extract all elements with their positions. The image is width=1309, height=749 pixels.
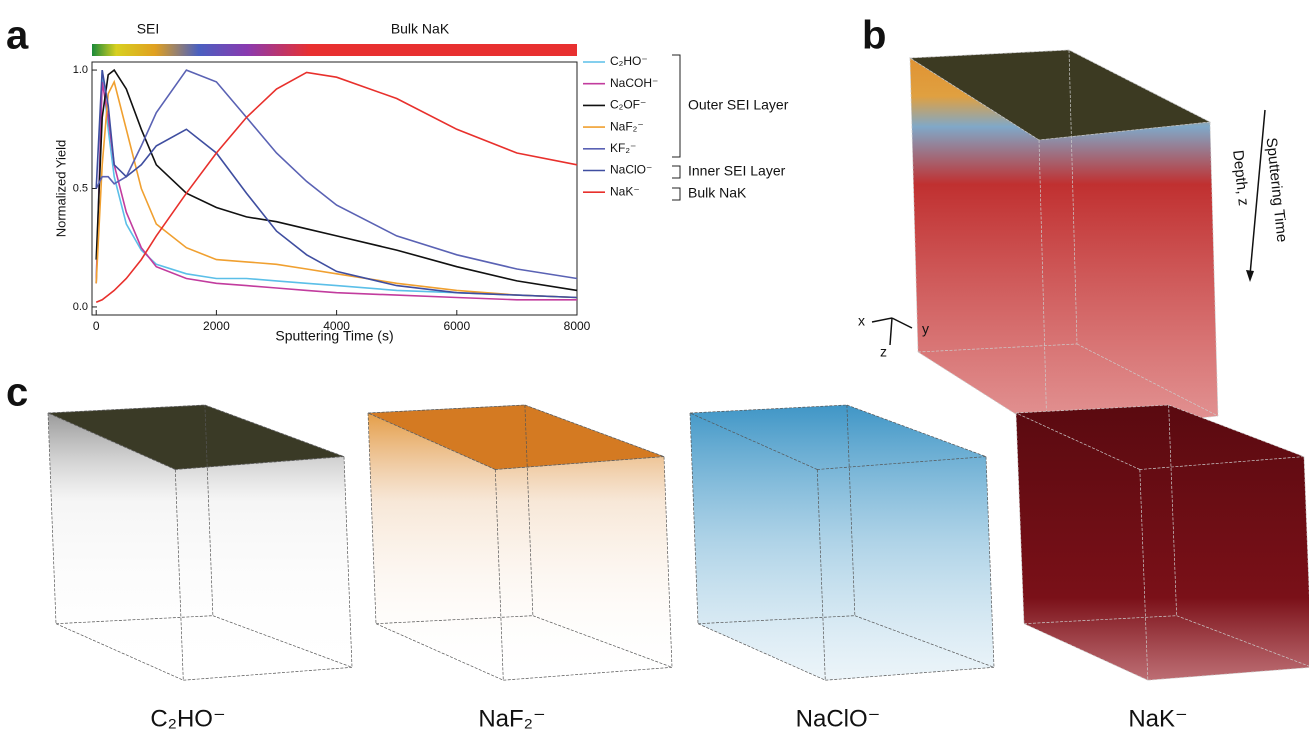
cube-label: C₂HO⁻ xyxy=(150,705,225,732)
x-tick-label: 8000 xyxy=(564,319,591,333)
cube-volume xyxy=(690,405,994,680)
series-line xyxy=(96,82,577,300)
legend-group: Outer SEI Layer xyxy=(688,97,789,113)
axis-label: z xyxy=(880,344,887,360)
cube-label: NaK⁻ xyxy=(1128,705,1187,732)
x-tick-label: 0 xyxy=(93,319,100,333)
legend-label: C₂OF⁻ xyxy=(610,98,646,112)
cube-label: NaClO⁻ xyxy=(796,705,881,732)
arrow-label: Sputtering Time xyxy=(1263,137,1291,243)
arrow xyxy=(1250,110,1265,275)
y-tick-label: 1.0 xyxy=(73,64,88,76)
band-label: Bulk NaK xyxy=(391,21,450,37)
legend-label: C₂HO⁻ xyxy=(610,54,648,68)
x-axis-label: Sputtering Time (s) xyxy=(275,328,393,344)
legend-bracket xyxy=(672,188,680,200)
legend-bracket xyxy=(672,55,680,157)
y-tick-label: 0.5 xyxy=(73,182,88,194)
axis-arrow xyxy=(892,318,912,328)
legend-bracket xyxy=(672,166,680,178)
legend-label: NaF₂⁻ xyxy=(610,119,644,133)
x-tick-label: 6000 xyxy=(443,319,470,333)
axis-arrow xyxy=(890,318,892,345)
y-axis-label: Normalized Yield xyxy=(53,140,68,238)
panel-label: b xyxy=(862,14,886,58)
y-tick-label: 0.0 xyxy=(73,301,88,313)
band-label: SEI xyxy=(137,21,160,37)
x-tick-label: 2000 xyxy=(203,319,230,333)
legend-label: NaClO⁻ xyxy=(610,163,652,177)
color-bar xyxy=(92,44,577,56)
legend-label: NaCOH⁻ xyxy=(610,76,658,90)
cube-label: NaF₂⁻ xyxy=(478,705,545,732)
arrow-label: Depth, z xyxy=(1229,149,1252,206)
series-line xyxy=(96,70,577,278)
arrow-head xyxy=(1246,270,1254,282)
axis-label: y xyxy=(922,321,929,337)
series-line xyxy=(96,82,577,298)
series-line xyxy=(96,70,577,297)
legend-label: NaK⁻ xyxy=(610,184,640,198)
legend-group: Bulk NaK xyxy=(688,185,747,201)
panel-label: c xyxy=(6,371,28,415)
legend-group: Inner SEI Layer xyxy=(688,163,786,179)
axis-label: x xyxy=(858,313,865,329)
panel-label: a xyxy=(6,14,29,58)
legend-label: KF₂⁻ xyxy=(610,141,636,155)
series-line xyxy=(96,70,577,297)
figure: a b c SEIBulk NaK020004000600080000.00.5… xyxy=(0,0,1309,749)
cube-volume xyxy=(1016,405,1309,680)
series-line xyxy=(96,70,577,290)
axis-arrow xyxy=(872,318,892,322)
